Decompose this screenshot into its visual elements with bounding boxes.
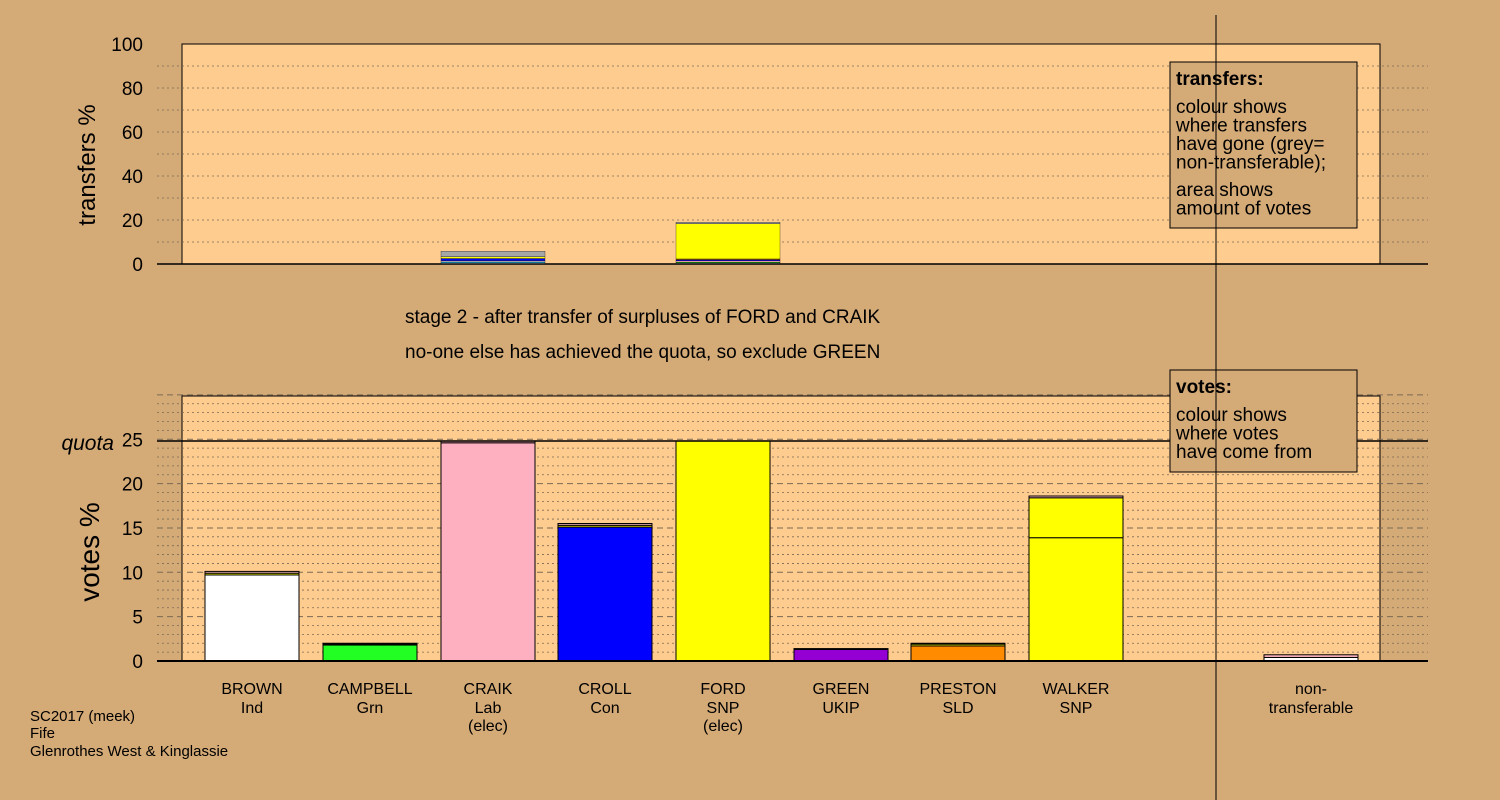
vote-bar-segment [204,570,300,574]
vote-bar-segment [1028,497,1124,539]
votes-legend-box [1169,369,1358,473]
transfers-y-tick-label: 100 [111,35,143,56]
candidate-elected-label: (elec) [703,718,743,735]
transfers-legend-line: have gone (grey= [1176,134,1324,155]
vote-bar-segment [322,642,418,645]
nontransferable-label: non- [1295,681,1327,698]
transfer-bar-segment [675,259,781,261]
candidate-name-label: BROWN [221,681,282,698]
votes-y-tick-label: 0 [132,652,143,673]
vote-bar-segment [322,644,418,662]
votes-y-tick-label: 20 [122,475,143,496]
vote-bar-segment [440,442,536,662]
stage-text-line1: stage 2 - after transfer of surpluses of… [405,307,881,328]
quota-label: quota [61,432,114,455]
candidate-party-label: Grn [357,700,384,717]
vote-bar-segment [1028,537,1124,662]
transfers-y-tick-label: 80 [122,79,143,100]
candidate-party-label: SLD [942,700,973,717]
vote-bar-segment [204,574,300,662]
transfer-bar-segment [440,258,546,261]
transfers-legend-line: non-transferable); [1176,153,1326,174]
footer-line2: Fife [30,725,55,742]
vote-bar-segment [910,645,1006,662]
votes-legend-line: have come from [1176,442,1312,463]
transfer-bar-segment [675,222,781,224]
candidate-name-label: CAMPBELL [327,681,412,698]
votes-y-tick-label: 10 [122,563,143,584]
candidate-party-label: SNP [707,700,740,717]
transfer-bar-segment [440,260,546,262]
vote-bar-segment [1028,495,1124,499]
transfers-y-tick-label: 40 [122,167,143,188]
transfers-legend-box [1169,61,1358,229]
transfer-bar-segment [675,223,781,260]
votes-legend-title: votes: [1176,377,1232,398]
transfers-y-tick-label: 0 [132,255,143,276]
votes-y-tick-label: 5 [132,608,143,629]
candidate-name-label: PRESTON [919,681,996,698]
candidate-name-label: WALKER [1043,681,1110,698]
footer-line1: SC2017 (meek) [30,708,135,725]
votes-legend-line: colour shows [1176,405,1287,426]
candidate-name-label: FORD [700,681,745,698]
votes-chart: 0 5 10 15 20 25 votes % quota BROWN Ind CAMPBELL Gr… [61,369,1428,735]
transfers-legend-line: amount of votes [1176,199,1311,220]
votes-y-axis-label: votes % [74,502,105,602]
candidate-party-label: UKIP [822,700,859,717]
transfers-legend-line: colour shows [1176,97,1287,118]
transfers-y-axis-label: transfers % [74,104,101,225]
candidate-name-label: CRAIK [464,681,513,698]
transfers-legend-line: area shows [1176,180,1273,201]
vote-bar-segment [793,648,889,650]
candidate-elected-label: (elec) [468,718,508,735]
vote-bar-segment [910,642,1006,645]
votes-y-tick-label: 25 [122,430,143,451]
nontransferable-bar-segment [1263,654,1359,658]
vote-bar-segment [675,440,771,662]
candidate-party-label: Ind [241,700,263,717]
vote-bar-segment [557,523,653,526]
vote-bar-segment [557,526,653,662]
candidate-party-label: Con [590,700,619,717]
candidate-name-label: GREEN [813,681,870,698]
votes-y-tick-label: 15 [122,519,143,540]
vote-bar-segment [793,648,889,662]
transfer-bar-segment [440,251,546,257]
transfers-legend-title: transfers: [1176,69,1264,90]
candidate-party-label: SNP [1060,700,1093,717]
candidate-party-label: Lab [475,700,502,717]
footer-line3: Glenrothes West & Kinglassie [30,743,228,760]
transfers-y-tick-label: 20 [122,211,143,232]
transfers-y-tick-label: 60 [122,123,143,144]
transfer-bar-segment [675,260,781,263]
transfer-bar-segment [440,256,546,259]
transfers-chart: 0 20 40 60 80 100 transfers % transfers: colour … [74,35,1428,276]
votes-legend-line: where votes [1175,424,1278,445]
nontransferable-label: transferable [1269,700,1354,717]
transfers-legend-line: where transfers [1175,116,1307,137]
candidate-name-label: CROLL [578,681,631,698]
stage-text-line2: no-one else has achieved the quota, so e… [405,342,880,363]
